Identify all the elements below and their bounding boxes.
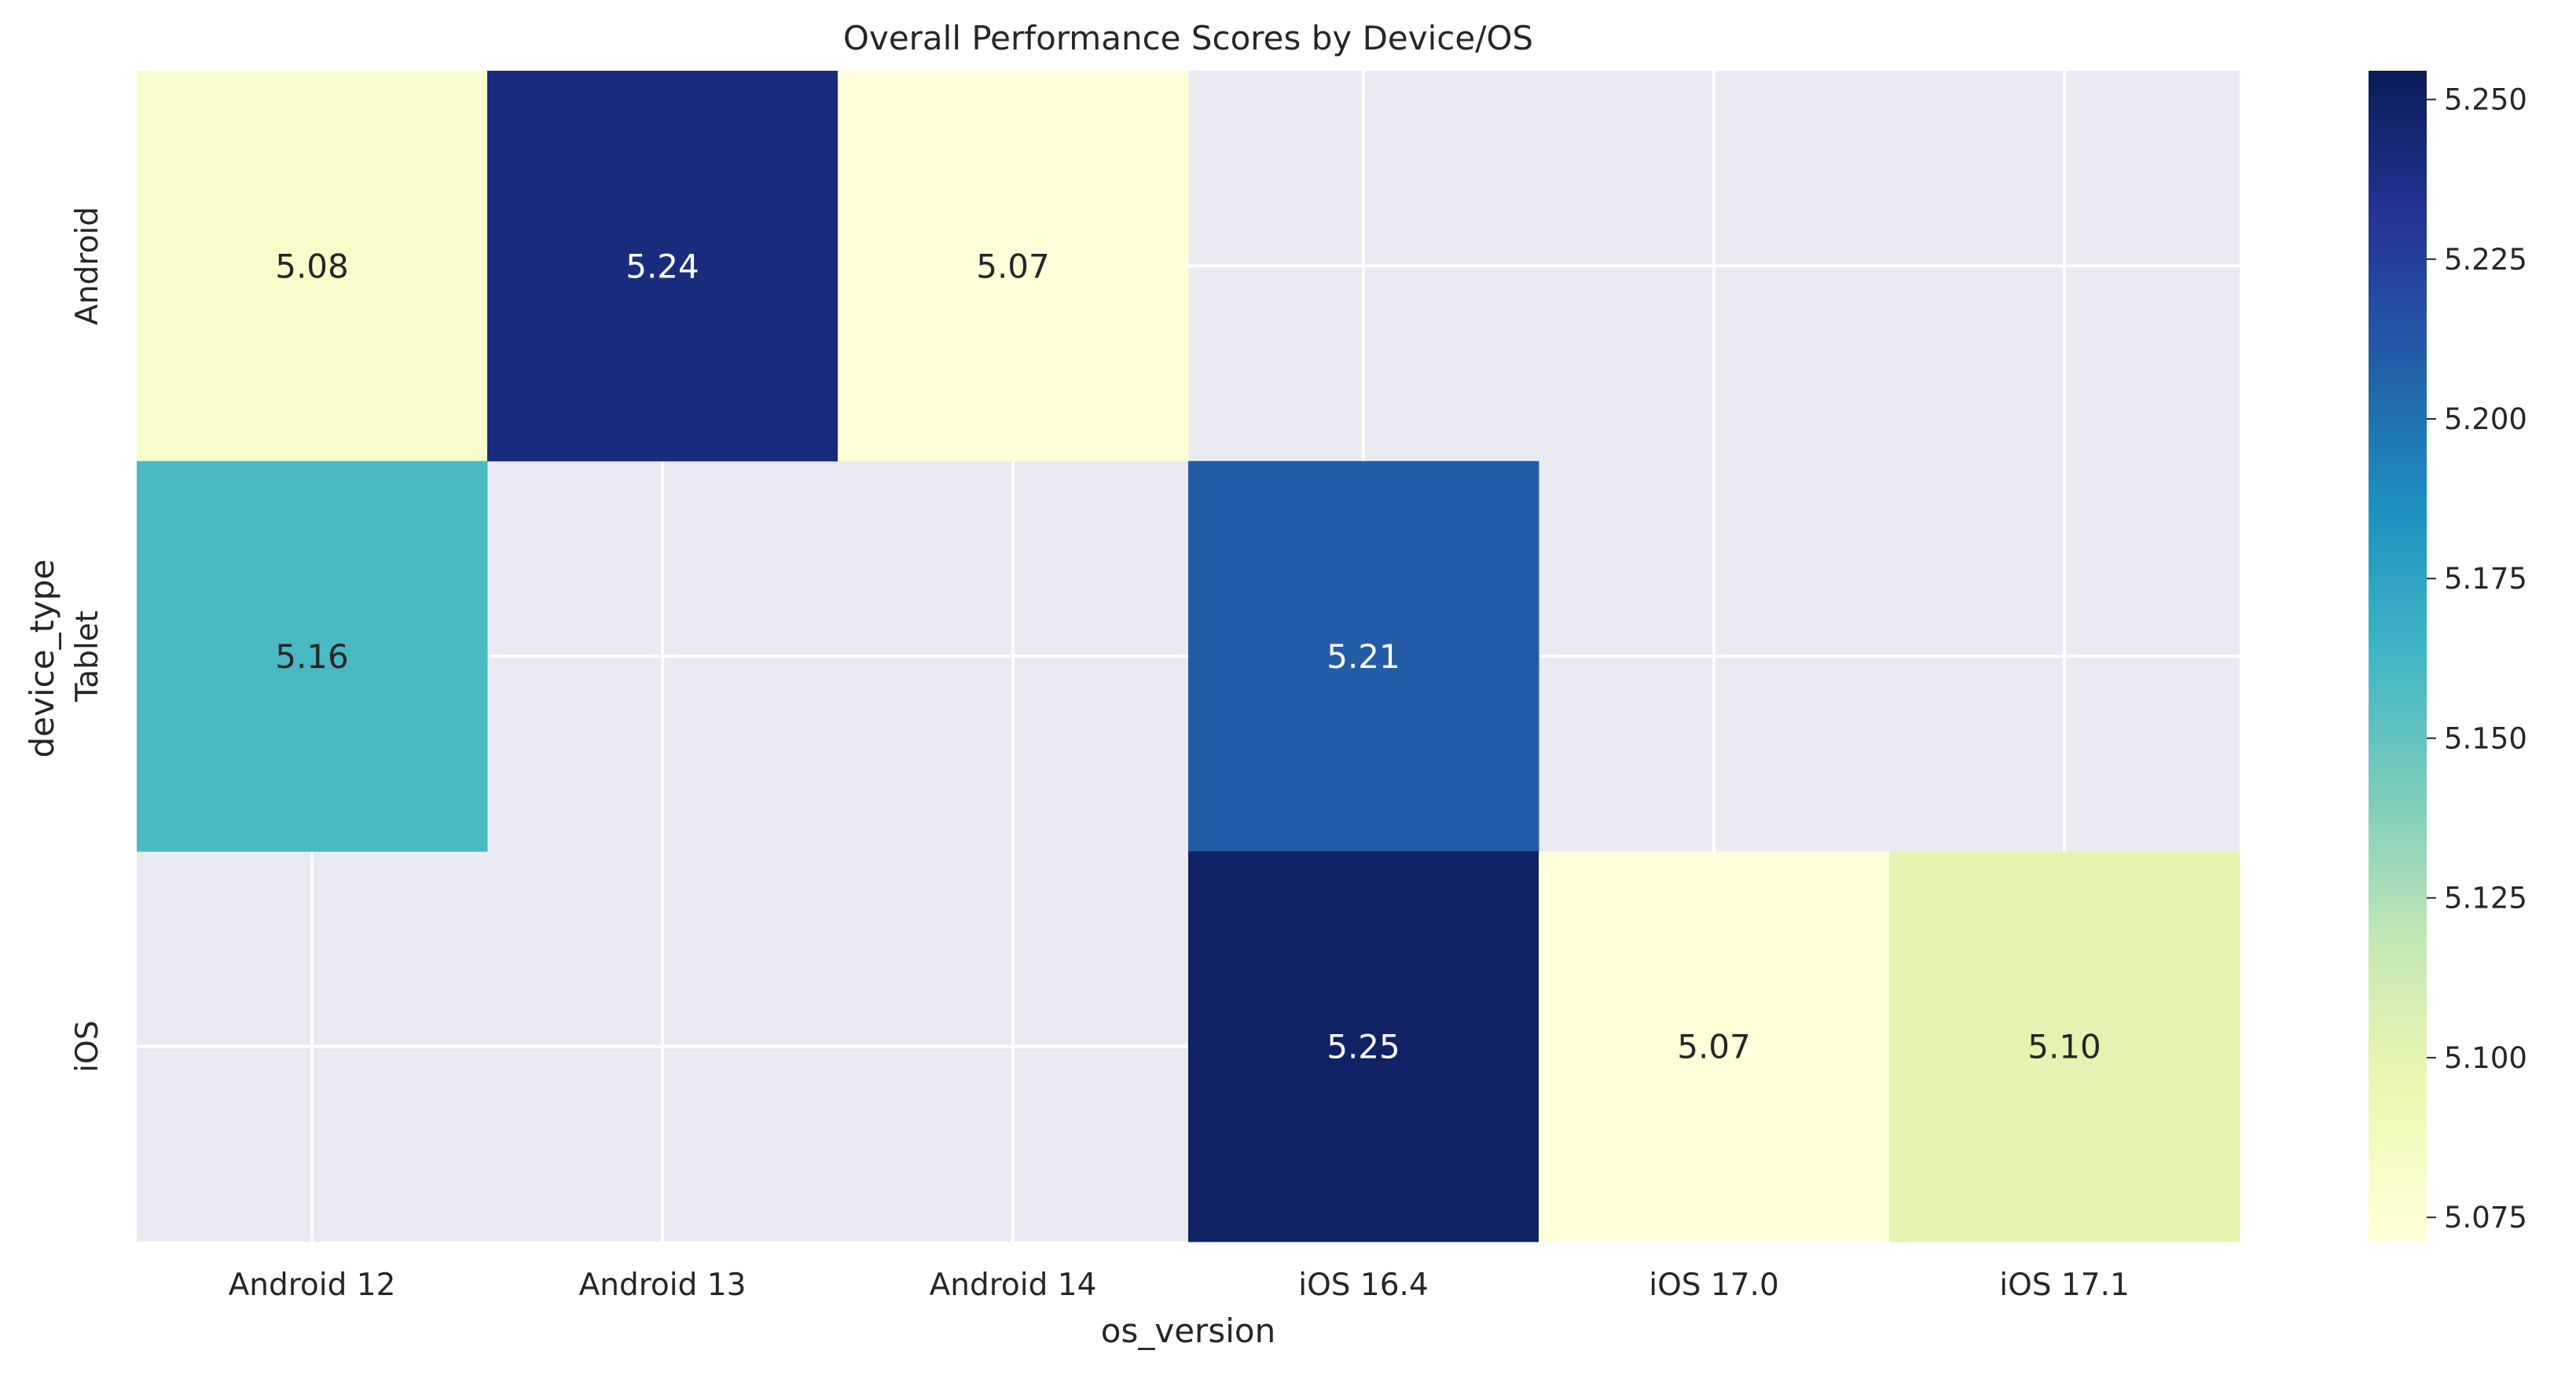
cell-value-label: 5.25 (1327, 1028, 1400, 1066)
y-axis-ticks: Android Tablet iOS (70, 207, 105, 1073)
colorbar-tick-label: 5.125 (2444, 882, 2527, 915)
heatmap-cell (137, 71, 488, 462)
heatmap-cell (838, 71, 1189, 462)
x-tick-label: Android 13 (579, 1268, 747, 1303)
heatmap-cell (1188, 461, 1539, 852)
heatmap-cells (137, 71, 2240, 1242)
x-tick-label: Android 14 (930, 1268, 1097, 1303)
cell-value-label: 5.07 (1677, 1028, 1751, 1066)
y-tick-label: Android (70, 207, 105, 325)
chart-title: Overall Performance Scores by Device/OS (843, 19, 1533, 57)
cell-value-label: 5.21 (1327, 637, 1400, 676)
heatmap-cell (487, 71, 838, 462)
cell-value-label: 5.10 (2027, 1028, 2101, 1066)
colorbar-gradient (2369, 71, 2427, 1242)
heatmap-cell (1539, 851, 1890, 1242)
cell-value-label: 5.16 (275, 637, 349, 676)
heatmap-cell (137, 461, 488, 852)
heatmap-cell (1889, 851, 2240, 1242)
cell-value-label: 5.24 (626, 247, 699, 285)
cell-value-label: 5.08 (275, 247, 349, 285)
x-tick-label: iOS 17.0 (1649, 1268, 1779, 1303)
colorbar-tick-label: 5.250 (2444, 83, 2527, 117)
heatmap-cell (1188, 851, 1539, 1242)
colorbar-tick-label: 5.175 (2444, 562, 2527, 596)
x-axis-label: os_version (1101, 1312, 1275, 1350)
x-tick-label: iOS 17.1 (1999, 1268, 2130, 1303)
colorbar: 5.075 5.100 5.125 5.150 5.175 5.200 5.225 5.250 (2369, 71, 2527, 1242)
y-tick-label: Tablet (70, 611, 105, 703)
y-axis-label: device_type (23, 560, 61, 758)
colorbar-tick-label: 5.100 (2444, 1041, 2527, 1075)
x-axis-ticks: Android 12 Android 13 Android 14 iOS 16.4 iO… (229, 1268, 2130, 1303)
y-tick-label: iOS (70, 1021, 105, 1073)
heatmap-cell-labels: 5.08 5.24 5.07 5.16 5.21 5.25 5.07 5.10 (275, 247, 2101, 1066)
x-tick-label: Android 12 (229, 1268, 396, 1303)
colorbar-tick-label: 5.075 (2444, 1201, 2527, 1235)
cell-value-label: 5.07 (976, 247, 1050, 285)
colorbar-tick-label: 5.150 (2444, 721, 2527, 755)
colorbar-ticks: 5.075 5.100 5.125 5.150 5.175 5.200 5.225 5.250 (2427, 83, 2527, 1235)
colorbar-tick-label: 5.225 (2444, 243, 2527, 277)
plot-area: 5.08 5.24 5.07 5.16 5.21 5.25 5.07 5.10 (137, 71, 2240, 1242)
x-tick-label: iOS 16.4 (1298, 1268, 1429, 1303)
colorbar-tick-label: 5.200 (2444, 402, 2527, 436)
